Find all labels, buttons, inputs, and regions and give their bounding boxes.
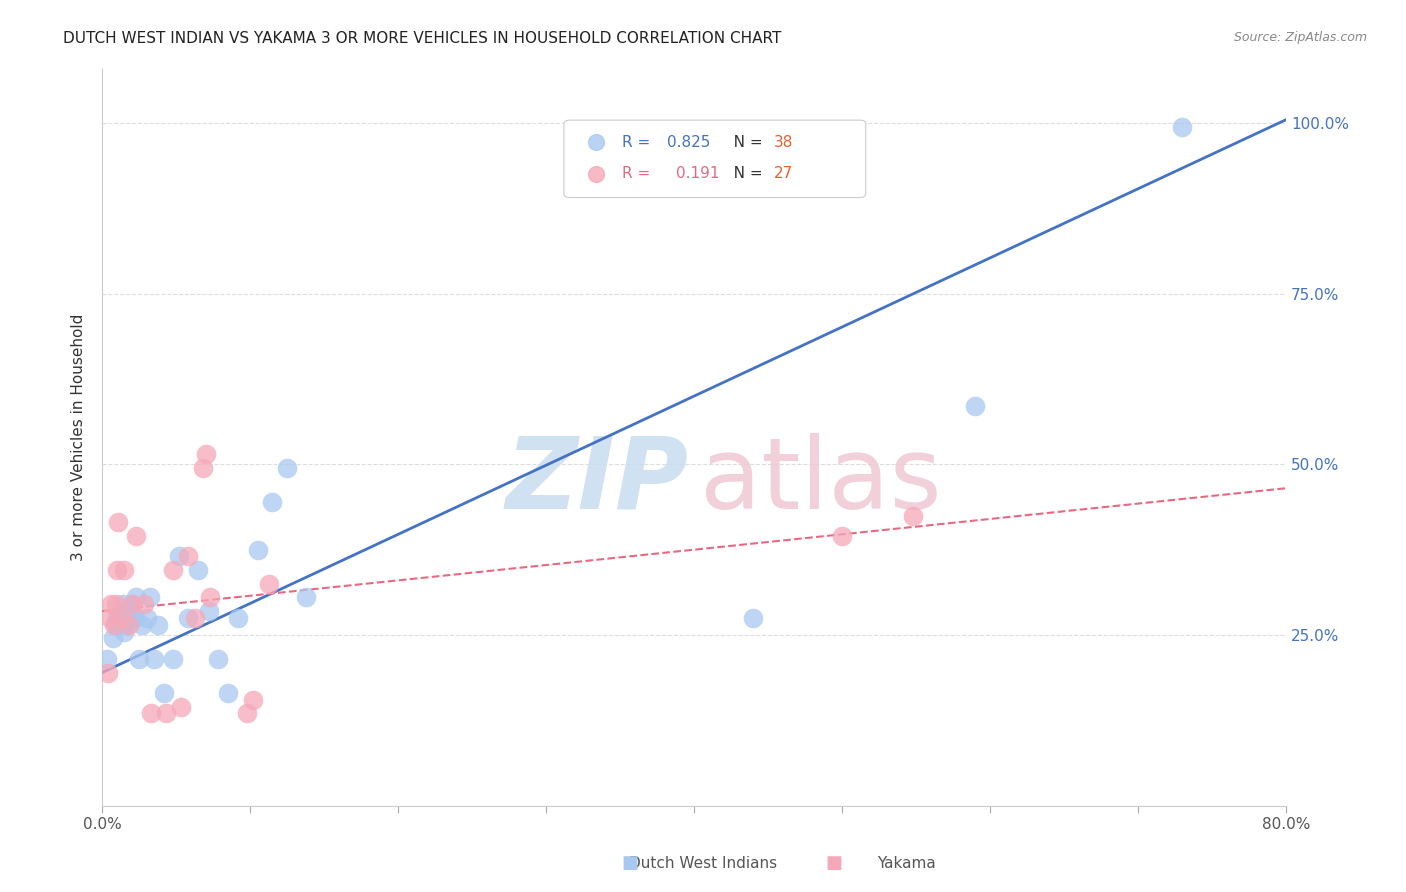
Point [184,611,207,625]
Point [169,699,191,714]
Text: Source: ZipAtlas.com: Source: ZipAtlas.com [1233,31,1367,45]
Point [262,495,284,509]
Point [187,563,209,577]
Point [110,611,132,625]
Point [177,549,200,564]
Point [167,549,190,564]
Point [131,617,153,632]
Point [105,563,128,577]
Point [831,529,853,543]
Point [135,611,157,625]
Point [117,611,139,625]
Point [104,617,127,632]
Text: ■: ■ [825,855,842,872]
Point [194,447,217,461]
Point [901,508,924,523]
Point [217,686,239,700]
Text: 38: 38 [773,135,793,150]
Y-axis label: 3 or more Vehicles in Household: 3 or more Vehicles in Household [72,313,86,561]
Point [139,706,162,721]
Text: 0.825: 0.825 [666,135,710,150]
Point [100,597,122,611]
Point [115,617,138,632]
Text: N =: N = [718,135,768,150]
Point [965,400,987,414]
Text: N =: N = [718,167,768,181]
Text: 0.191: 0.191 [676,167,720,181]
Point [228,611,250,625]
Point [101,632,124,646]
Point [120,611,142,625]
Point [96,652,118,666]
Point [108,611,131,625]
Point [112,563,135,577]
Point [103,617,125,632]
Point [162,652,184,666]
Point [246,542,269,557]
Text: R =: R = [621,135,655,150]
Point [110,604,132,618]
Text: ZIP: ZIP [505,433,688,530]
Point [191,460,214,475]
Point [259,576,281,591]
Point [132,597,155,611]
Point [236,706,259,721]
Text: Yakama: Yakama [877,856,936,871]
Point [124,611,146,625]
Point [148,617,170,632]
Point [709,185,731,199]
Point [97,665,120,680]
Text: atlas: atlas [700,433,942,530]
Text: R =: R = [621,167,659,181]
Point [742,611,765,625]
Point [138,591,160,605]
Text: ■: ■ [621,855,638,872]
Point [242,693,264,707]
Point [128,652,150,666]
Point [709,213,731,227]
Point [153,686,176,700]
Point [104,597,127,611]
Point [155,706,177,721]
Point [207,652,229,666]
Point [118,617,141,632]
Point [111,597,134,611]
Point [162,563,184,577]
Point [98,611,121,625]
Point [295,591,318,605]
Point [197,604,219,618]
Point [143,652,166,666]
Point [276,460,298,475]
Text: DUTCH WEST INDIAN VS YAKAMA 3 OR MORE VEHICLES IN HOUSEHOLD CORRELATION CHART: DUTCH WEST INDIAN VS YAKAMA 3 OR MORE VE… [63,31,782,46]
Text: Dutch West Indians: Dutch West Indians [628,856,778,871]
Point [125,529,148,543]
Point [177,611,200,625]
Point [112,624,135,639]
Point [121,597,143,611]
Point [1171,120,1194,134]
Point [200,591,222,605]
Point [121,597,143,611]
Point [107,617,129,632]
Point [105,611,128,625]
Text: 27: 27 [773,167,793,181]
Point [107,516,129,530]
Point [118,604,141,618]
FancyBboxPatch shape [564,120,866,197]
Point [125,591,148,605]
